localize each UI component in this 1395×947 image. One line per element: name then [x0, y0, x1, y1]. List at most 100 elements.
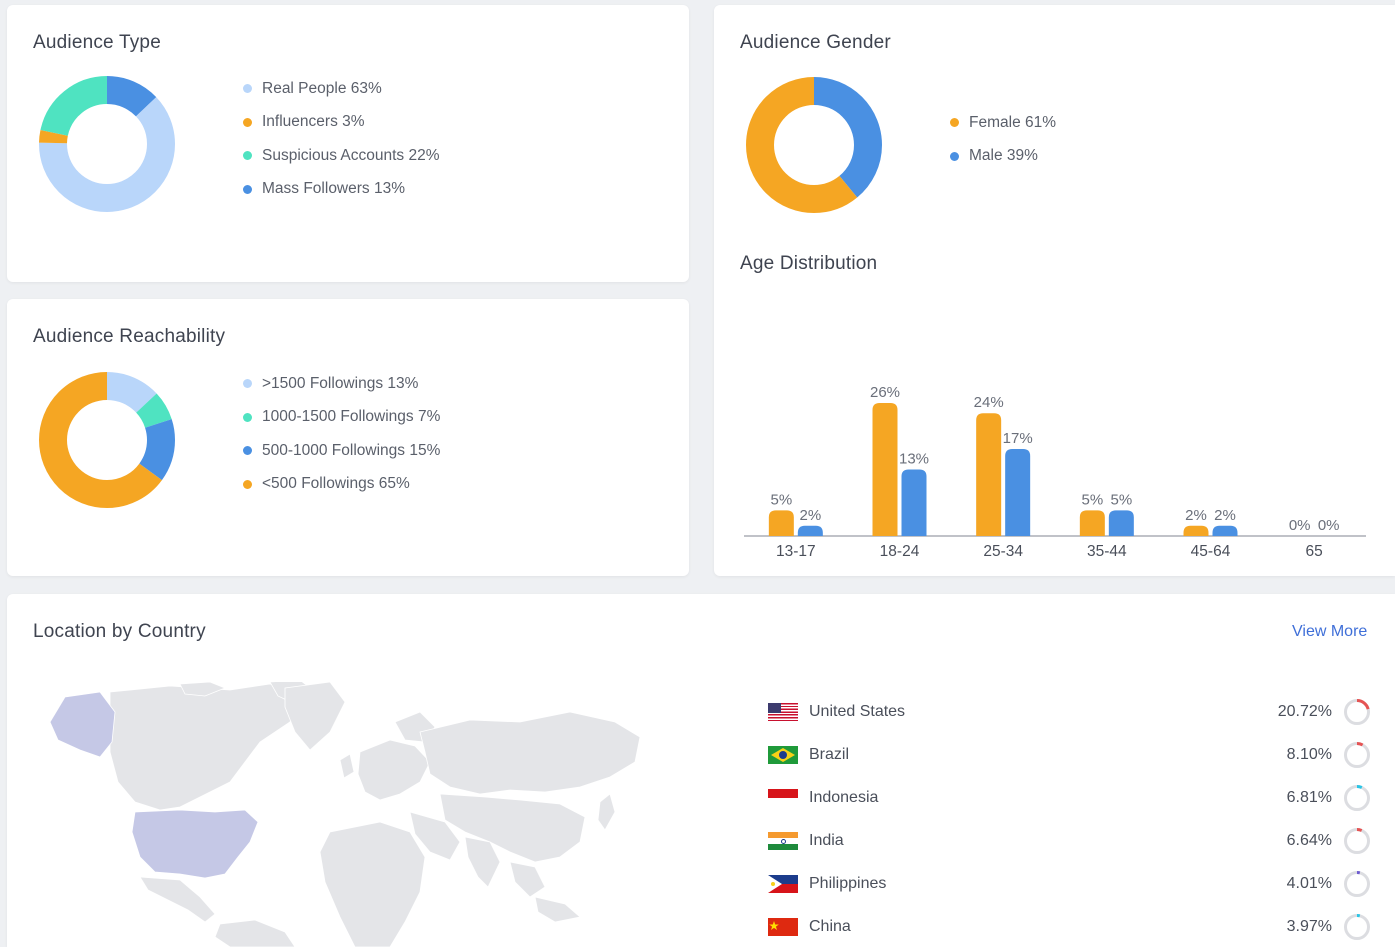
legend-item: Suspicious Accounts 22%	[243, 139, 440, 173]
country-progress-ring	[1344, 828, 1370, 854]
age-distribution-chart: 5% 2% 13-17 26% 13% 18-24 24% 17% 25-34 5% 5% 35-44…	[744, 384, 1366, 560]
audience-type-title: Audience Type	[33, 32, 161, 53]
country-row-india: India 6.64%	[768, 826, 1372, 856]
audience-reachability-slice[interactable]	[39, 372, 175, 508]
legend-item: 500-1000 Followings 15%	[243, 434, 440, 468]
ring-fill	[1344, 914, 1370, 940]
legend-label: 1000-1500 Followings 7%	[262, 408, 441, 426]
age-bar[interactable]	[901, 469, 927, 537]
x-tick-label: 13-17	[776, 543, 816, 560]
x-tick-label: 65	[1306, 543, 1323, 560]
ring-track	[1344, 785, 1370, 811]
bar-value-label: 26%	[870, 384, 900, 401]
country-percent: 3.97%	[1286, 918, 1332, 935]
country-name: India	[809, 832, 844, 849]
ring-track	[1344, 871, 1370, 897]
country-percent: 6.81%	[1286, 789, 1332, 806]
legend-dot	[243, 84, 252, 94]
ring-fill	[1344, 699, 1370, 725]
legend-dot	[243, 412, 252, 422]
legend-dot	[243, 446, 252, 456]
ring-fill	[1344, 742, 1370, 768]
audience-type-donut	[39, 76, 175, 212]
bar-value-label: 0%	[1289, 517, 1311, 534]
x-tick-label: 35-44	[1087, 543, 1127, 560]
age-bar[interactable]	[1005, 449, 1031, 536]
age-bar[interactable]	[797, 525, 823, 536]
world-map[interactable]	[40, 682, 640, 947]
country-progress-ring	[1344, 871, 1370, 897]
country-percent: 8.10%	[1286, 746, 1332, 763]
ring-track	[1344, 914, 1370, 940]
audience-type-slice[interactable]	[39, 76, 175, 212]
location-title: Location by Country	[33, 621, 206, 642]
legend-item: Female 61%	[950, 106, 1056, 140]
legend-label: <500 Followings 65%	[262, 475, 410, 493]
bar-value-label: 17%	[1003, 430, 1033, 447]
audience-type-legend: Real People 63% Influencers 3% Suspiciou…	[243, 72, 440, 206]
legend-dot	[243, 184, 252, 194]
legend-label: 500-1000 Followings 15%	[262, 441, 441, 459]
country-progress-ring	[1344, 699, 1370, 725]
country-name: Indonesia	[809, 789, 879, 806]
legend-dot	[950, 151, 959, 161]
country-name: Brazil	[809, 746, 850, 763]
country-progress-ring	[1344, 914, 1370, 940]
bar-value-label: 13%	[899, 451, 929, 468]
audience-gender-legend: Female 61% Male 39%	[950, 106, 1056, 173]
age-bar[interactable]	[1108, 510, 1134, 536]
legend-label: Real People 63%	[262, 79, 382, 97]
bar-value-label: 24%	[974, 394, 1004, 411]
bar-value-label: 2%	[1185, 507, 1207, 524]
audience-gender-slice[interactable]	[746, 77, 882, 213]
indonesia-flag-icon	[768, 789, 798, 807]
age-bar[interactable]	[976, 413, 1002, 536]
legend-item: <500 Followings 65%	[243, 468, 440, 502]
audience-reachability-title: Audience Reachability	[33, 326, 226, 347]
legend-item: Influencers 3%	[243, 106, 440, 140]
bar-value-label: 5%	[1081, 491, 1103, 508]
age-bar[interactable]	[872, 403, 898, 536]
audience-type-slice[interactable]	[39, 76, 175, 212]
audience-gender-donut	[746, 77, 882, 213]
ring-fill	[1344, 828, 1370, 854]
age-bar[interactable]	[1212, 525, 1238, 536]
legend-dot	[243, 479, 252, 489]
view-more-link[interactable]: View More	[1292, 623, 1368, 640]
country-name: Philippines	[809, 875, 887, 892]
audience-gender-title: Audience Gender	[740, 32, 891, 53]
legend-label: Male 39%	[969, 147, 1038, 165]
bar-value-label: 5%	[770, 491, 792, 508]
china-flag-icon	[768, 918, 798, 936]
location-card: Location by Country View More	[7, 594, 1395, 947]
legend-dot	[243, 151, 252, 161]
country-name: China	[809, 918, 851, 935]
country-progress-ring	[1344, 742, 1370, 768]
country-row-brazil: Brazil 8.10%	[768, 740, 1372, 770]
x-tick-label: 25-34	[983, 543, 1023, 560]
india-flag-icon	[768, 832, 798, 850]
brazil-flag-icon	[768, 746, 798, 764]
x-tick-label: 45-64	[1191, 543, 1231, 560]
legend-item: Mass Followers 13%	[243, 173, 440, 207]
ring-fill	[1344, 871, 1370, 897]
philippines-flag-icon	[768, 875, 798, 893]
country-row-united-states: United States 20.72%	[768, 697, 1372, 727]
bar-value-label: 0%	[1318, 517, 1340, 534]
us-flag-icon	[768, 703, 798, 721]
age-bar[interactable]	[768, 510, 794, 536]
audience-reachability-slice[interactable]	[39, 372, 175, 508]
country-percent: 6.64%	[1286, 832, 1332, 849]
legend-label: Suspicious Accounts 22%	[262, 146, 440, 164]
legend-label: Mass Followers 13%	[262, 180, 405, 198]
audience-type-card: Audience Type Real People 63% Influencer…	[7, 5, 689, 282]
bar-value-label: 2%	[1214, 507, 1236, 524]
bar-value-label: 5%	[1110, 491, 1132, 508]
country-percent: 20.72%	[1277, 703, 1332, 720]
age-bar[interactable]	[1079, 510, 1105, 536]
audience-reachability-card: Audience Reachability >1500 Followings 1…	[7, 299, 689, 576]
age-bar[interactable]	[1183, 525, 1209, 536]
legend-item: 1000-1500 Followings 7%	[243, 401, 440, 435]
audience-gender-card: Audience Gender Female 61% Male 39% Age …	[714, 5, 1395, 576]
legend-item: Real People 63%	[243, 72, 440, 106]
